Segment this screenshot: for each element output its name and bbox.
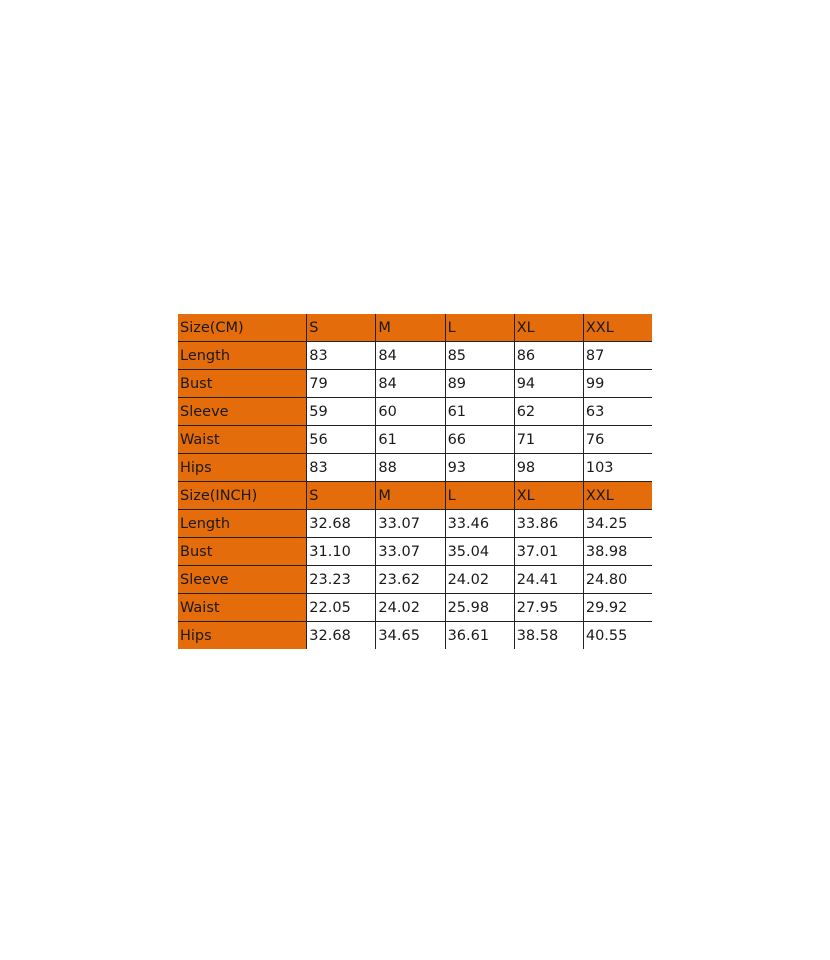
table-cell: 56 <box>306 425 377 454</box>
table-cell: 60 <box>375 397 446 426</box>
table-cell: 31.10 <box>306 537 377 566</box>
table-cell: 34.65 <box>375 621 446 649</box>
table-cell: 32.68 <box>306 621 377 649</box>
table-cell: S <box>306 314 377 342</box>
table-row: Length 83 84 85 86 87 <box>178 341 652 370</box>
table-row: Hips 32.68 34.65 36.61 38.58 40.55 <box>178 621 652 649</box>
size-chart-table: Size(CM) S M L XL XXL Length 83 84 85 86 87 Bust 79 84… <box>178 314 652 649</box>
table-cell: 99 <box>583 369 652 398</box>
table-cell: 83 <box>306 453 377 482</box>
table-cell: XXL <box>583 314 652 342</box>
table-cell: 38.98 <box>583 537 652 566</box>
table-cell: 36.61 <box>445 621 515 649</box>
table-cell: 59 <box>306 397 377 426</box>
header-row: Size(CM) S M L XL XXL <box>178 314 652 342</box>
row-label: Waist <box>178 593 308 622</box>
table-cell: 40.55 <box>585 627 628 644</box>
table-cell: 35.04 <box>445 537 515 566</box>
table-cell: L <box>445 481 515 510</box>
table-cell: 94 <box>514 369 584 398</box>
table-cell: 24.02 <box>445 565 515 594</box>
row-label: Hips <box>178 453 308 482</box>
table-cell: 24.02 <box>375 593 446 622</box>
row-label: Bust <box>178 369 308 398</box>
table-cell: 89 <box>445 369 515 398</box>
table-cell: 33.07 <box>375 537 446 566</box>
table-cell: S <box>306 481 377 510</box>
header-row: Size(INCH) S M L XL XXL <box>178 481 652 510</box>
table-row: Length 32.68 33.07 33.46 33.86 34.25 <box>178 509 652 538</box>
table-cell: 85 <box>445 341 515 370</box>
row-label: Size(CM) <box>178 314 308 342</box>
table-cell: 98 <box>514 453 584 482</box>
table-cell: 38.58 <box>514 621 584 649</box>
row-label: Length <box>178 341 308 370</box>
table-cell: 23.62 <box>375 565 446 594</box>
row-label: Bust <box>178 537 308 566</box>
row-label: Size(INCH) <box>178 481 308 510</box>
table-cell: 24.41 <box>514 565 584 594</box>
table-cell: 87 <box>583 341 652 370</box>
row-label: Waist <box>178 425 308 454</box>
table-cell: 62 <box>514 397 584 426</box>
table-cell: 93 <box>445 453 515 482</box>
table-cell: M <box>375 481 446 510</box>
table-cell: 22.05 <box>306 593 377 622</box>
table-row: Bust 31.10 33.07 35.04 37.01 38.98 <box>178 537 652 566</box>
table-cell: 86 <box>514 341 584 370</box>
table-cell: 24.80 <box>583 565 652 594</box>
table-cell: 32.68 <box>306 509 377 538</box>
table-cell: XL <box>514 481 584 510</box>
table-cell: M <box>375 314 446 342</box>
table-cell: 29.92 <box>583 593 652 622</box>
table-cell: XXL <box>583 481 652 510</box>
row-label: Hips <box>178 621 308 649</box>
table-row: Hips 83 88 93 98 103 <box>178 453 652 482</box>
row-label: Sleeve <box>178 397 308 426</box>
table-cell: 71 <box>514 425 584 454</box>
table-row: Waist 22.05 24.02 25.98 27.95 29.92 <box>178 593 652 622</box>
table-cell: 66 <box>445 425 515 454</box>
table-cell: 61 <box>375 425 446 454</box>
table-cell: 33.46 <box>445 509 515 538</box>
table-row: Sleeve 23.23 23.62 24.02 24.41 24.80 <box>178 565 652 594</box>
table-cell: 79 <box>306 369 377 398</box>
table-cell: 84 <box>375 369 446 398</box>
table-cell: 37.01 <box>514 537 584 566</box>
row-label: Sleeve <box>178 565 308 594</box>
table-cell: XL <box>514 314 584 342</box>
table-cell: L <box>445 314 515 342</box>
table-row: Sleeve 59 60 61 62 63 <box>178 397 652 426</box>
row-label: Length <box>178 509 308 538</box>
table-cell: 61 <box>445 397 515 426</box>
table-cell: 63 <box>583 397 652 426</box>
table-row: Waist 56 61 66 71 76 <box>178 425 652 454</box>
table-cell: 27.95 <box>514 593 584 622</box>
table-cell: 25.98 <box>445 593 515 622</box>
table-cell: 23.23 <box>306 565 377 594</box>
table-cell: 33.07 <box>375 509 446 538</box>
table-row: Bust 79 84 89 94 99 <box>178 369 652 398</box>
table-cell: 84 <box>375 341 446 370</box>
table-cell: 83 <box>306 341 377 370</box>
table-cell: 34.25 <box>583 509 652 538</box>
table-cell: 33.86 <box>514 509 584 538</box>
table-cell: 76 <box>583 425 652 454</box>
table-cell: 88 <box>375 453 446 482</box>
table-cell: 103 <box>583 453 652 482</box>
